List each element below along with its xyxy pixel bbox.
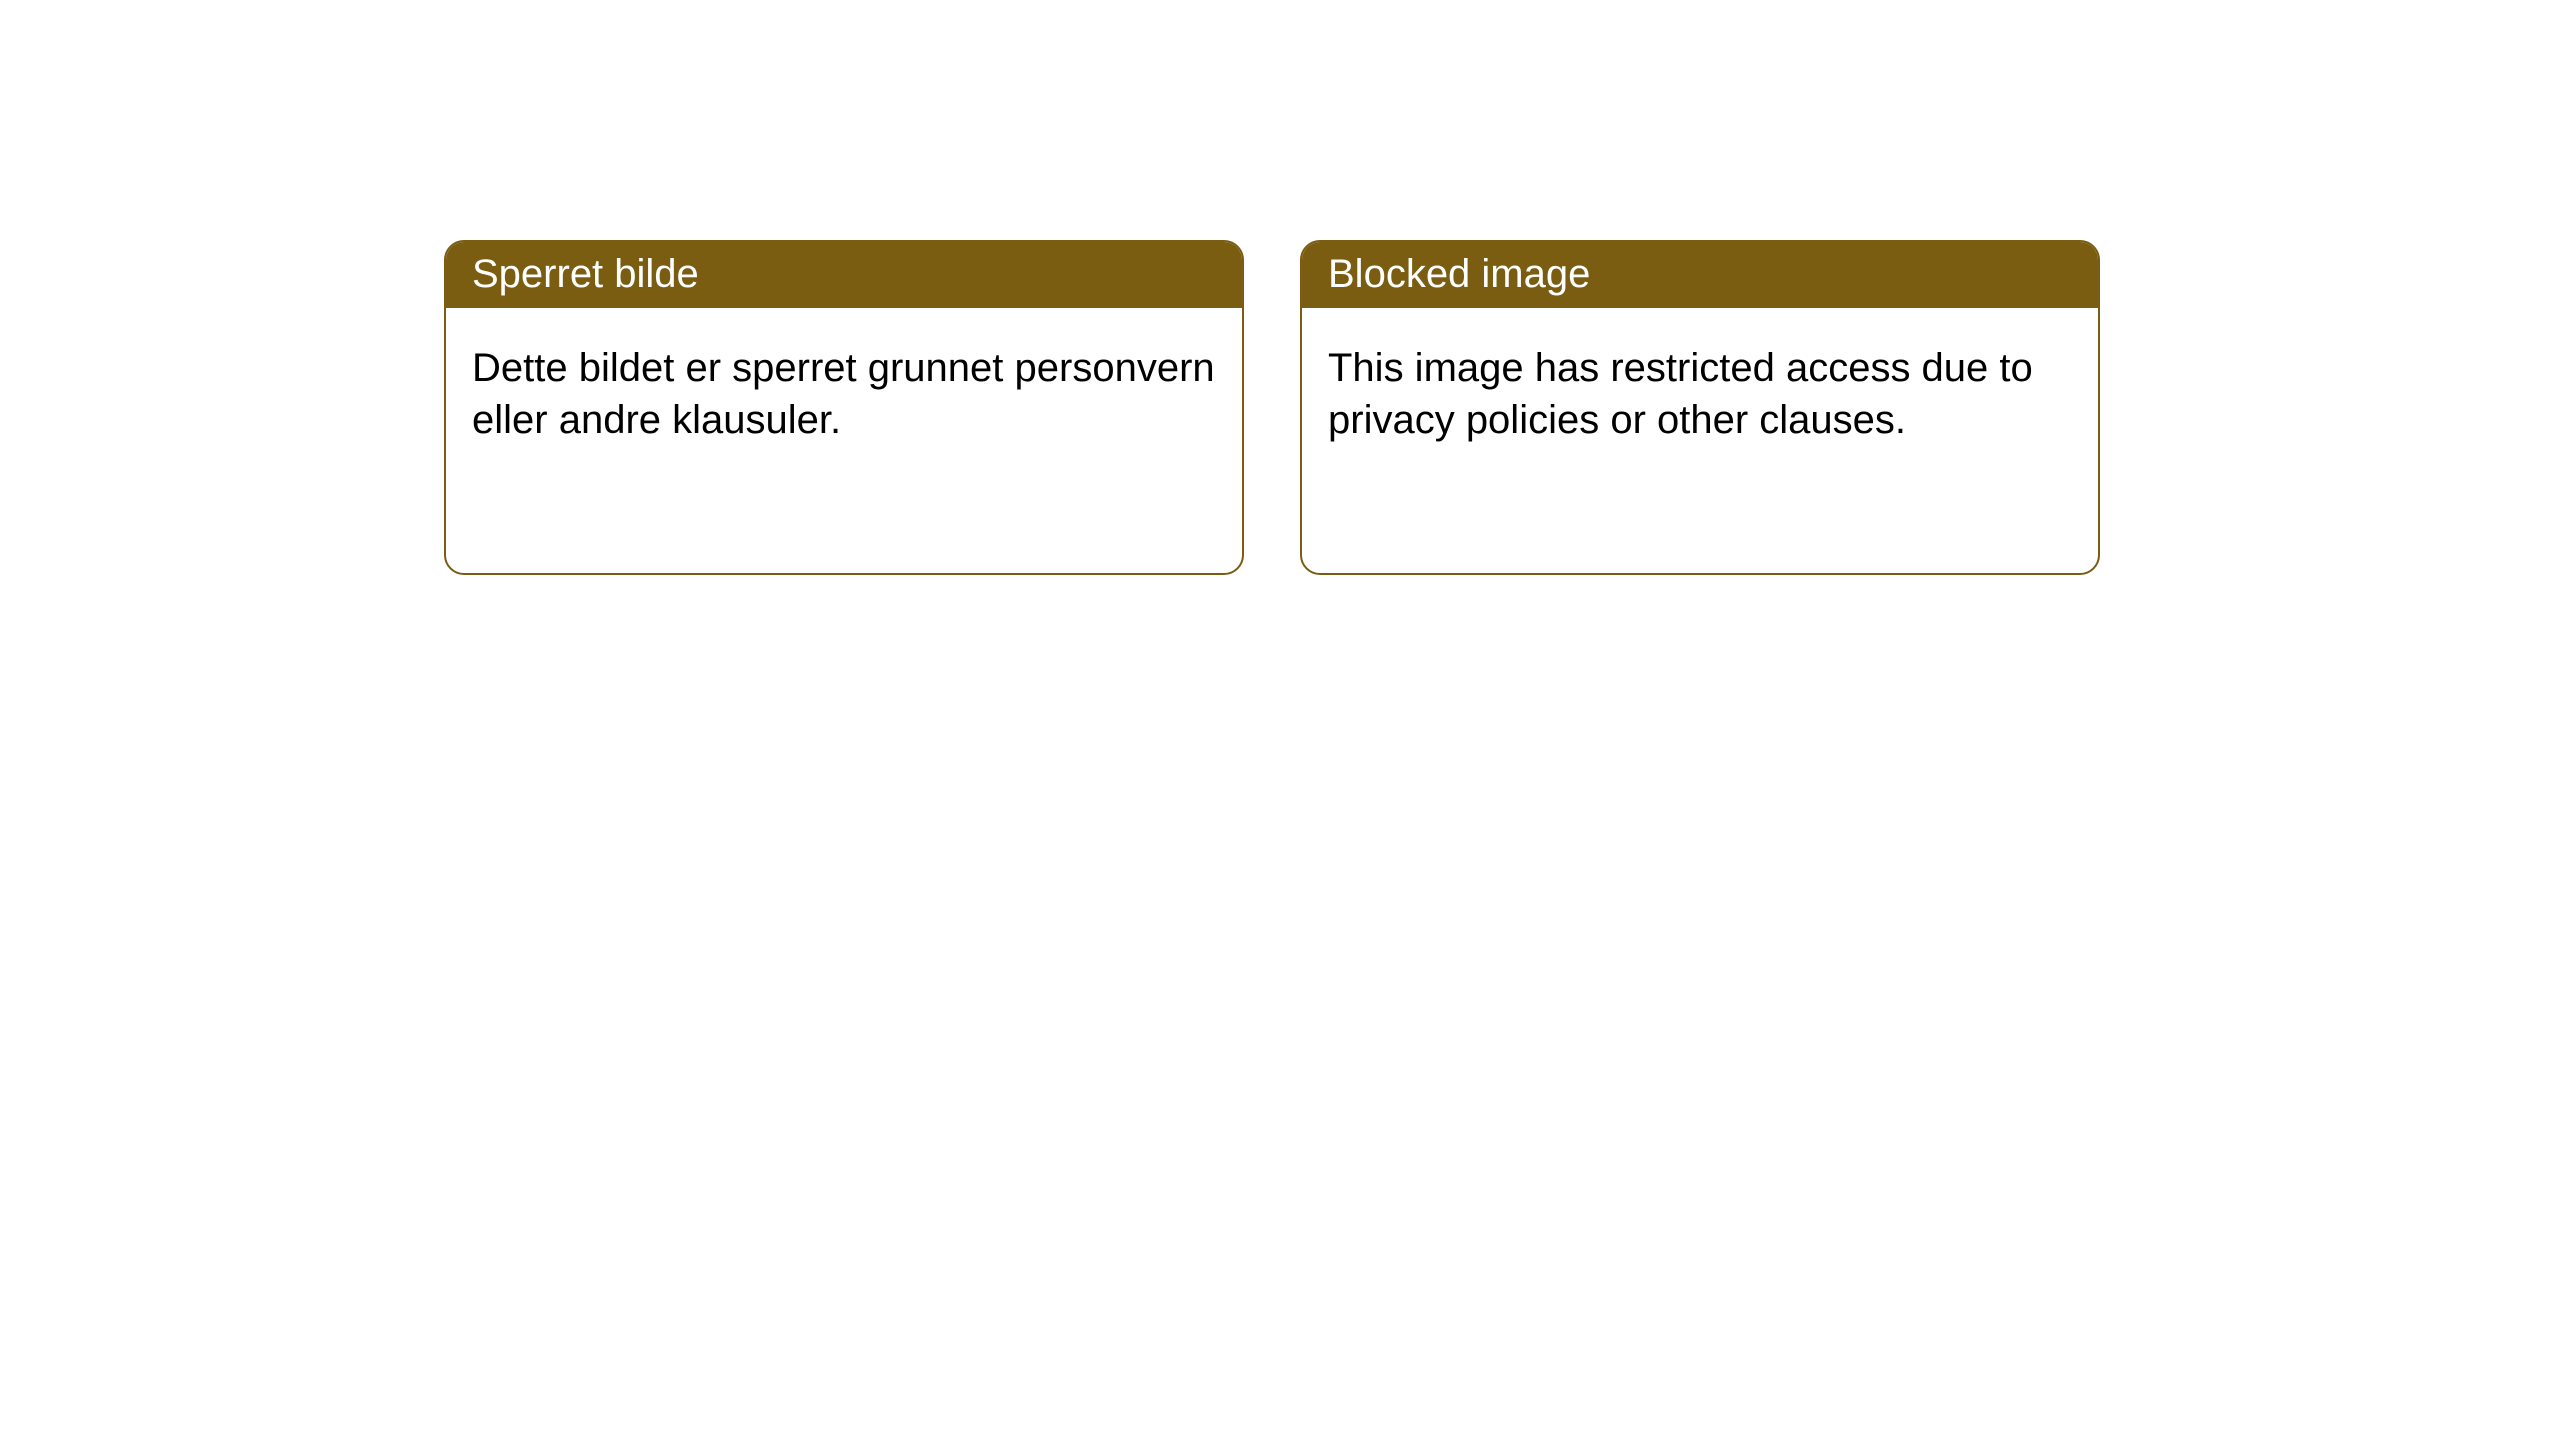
card-body: This image has restricted access due to … (1302, 308, 2098, 472)
card-header: Sperret bilde (446, 242, 1242, 308)
card-header: Blocked image (1302, 242, 2098, 308)
card-title: Sperret bilde (472, 252, 699, 296)
card-container: Sperret bilde Dette bildet er sperret gr… (0, 0, 2560, 575)
blocked-image-card-english: Blocked image This image has restricted … (1300, 240, 2100, 575)
card-title: Blocked image (1328, 252, 1590, 296)
blocked-image-card-norwegian: Sperret bilde Dette bildet er sperret gr… (444, 240, 1244, 575)
card-body: Dette bildet er sperret grunnet personve… (446, 308, 1242, 472)
card-body-text: This image has restricted access due to … (1328, 346, 2033, 442)
card-body-text: Dette bildet er sperret grunnet personve… (472, 346, 1215, 442)
